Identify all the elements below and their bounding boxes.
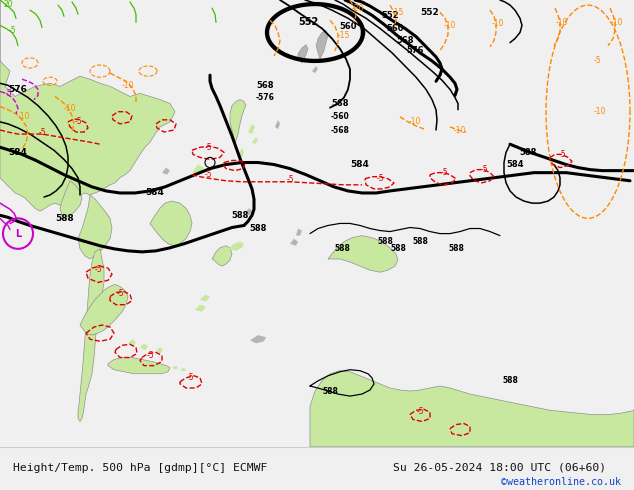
Polygon shape [212,246,232,266]
Polygon shape [230,99,246,144]
Text: 588: 588 [334,245,350,253]
Text: 568: 568 [396,36,414,45]
Text: -5: -5 [286,175,294,184]
Polygon shape [195,305,206,312]
Text: 584: 584 [146,189,164,197]
Polygon shape [192,165,204,175]
Text: 560: 560 [386,24,404,33]
Text: -5: -5 [593,56,601,66]
Text: -5: -5 [204,143,212,152]
Text: -5: -5 [146,351,154,360]
Polygon shape [180,368,186,372]
Text: -10: -10 [594,107,606,116]
Text: 588: 588 [412,237,428,246]
Text: 576: 576 [406,46,424,55]
Text: -560: -560 [330,112,349,122]
Text: 588: 588 [502,376,518,385]
Text: 568: 568 [331,99,349,108]
Text: -5: -5 [186,373,194,382]
Polygon shape [140,343,148,350]
Text: 588: 588 [322,387,338,395]
Polygon shape [275,120,280,129]
Text: -10: -10 [444,21,456,30]
Text: 584: 584 [9,148,27,157]
Text: -10: -10 [611,18,623,27]
Text: 588: 588 [377,237,393,246]
Text: -5: -5 [116,289,124,298]
Polygon shape [80,284,128,335]
Text: 552: 552 [298,17,318,27]
Text: -20: -20 [352,3,364,13]
Polygon shape [228,242,244,251]
Text: -5: -5 [94,265,102,273]
Polygon shape [150,201,192,246]
Text: -10: -10 [122,81,134,90]
Text: 588: 588 [249,224,267,233]
Text: -576: -576 [256,93,275,102]
Text: -5: -5 [416,407,424,416]
Text: 588: 588 [56,214,74,223]
Polygon shape [440,408,456,418]
Polygon shape [328,236,398,272]
Text: 588: 588 [519,148,537,157]
Text: L: L [15,229,21,239]
Polygon shape [252,137,258,144]
Text: 584: 584 [507,160,524,169]
Polygon shape [310,371,634,447]
Text: 560: 560 [339,22,357,31]
Text: -15: -15 [392,8,404,17]
Polygon shape [78,195,112,259]
Polygon shape [296,228,302,236]
Text: -5: -5 [376,174,384,183]
Text: -10: -10 [454,125,466,134]
Text: -5: -5 [8,26,16,35]
Text: -10: -10 [556,18,568,27]
Text: -5: -5 [440,168,448,177]
Polygon shape [245,208,253,215]
Text: 576: 576 [9,85,27,94]
Text: -5: -5 [4,89,12,98]
Polygon shape [200,294,210,302]
Text: 588: 588 [390,245,406,253]
Text: -15: -15 [338,31,350,40]
Text: -10: -10 [492,19,504,28]
Text: 552: 552 [381,11,399,20]
Polygon shape [172,366,178,369]
Polygon shape [312,66,318,73]
Polygon shape [316,30,328,59]
Polygon shape [60,181,82,219]
Polygon shape [156,347,163,353]
Text: -10: -10 [64,104,76,113]
Text: ©weatheronline.co.uk: ©weatheronline.co.uk [501,477,621,487]
Text: -10: -10 [409,118,421,126]
Polygon shape [128,339,136,346]
Text: 588: 588 [231,211,249,220]
Text: -5: -5 [38,127,46,137]
Polygon shape [248,124,255,134]
Text: 20: 20 [3,0,13,8]
Text: Su 26-05-2024 18:00 UTC (06+60): Su 26-05-2024 18:00 UTC (06+60) [393,463,606,472]
Polygon shape [78,249,104,421]
Polygon shape [290,239,298,246]
Polygon shape [0,0,175,211]
Text: 588: 588 [448,245,464,253]
Text: 568: 568 [256,81,274,90]
Text: Height/Temp. 500 hPa [gdmp][°C] ECMWF: Height/Temp. 500 hPa [gdmp][°C] ECMWF [13,463,267,472]
Text: 552: 552 [420,8,439,17]
Text: -5: -5 [204,170,212,179]
Text: 584: 584 [351,160,370,169]
Polygon shape [108,358,170,374]
Text: -5: -5 [74,118,82,126]
Text: -10: -10 [18,112,30,122]
Polygon shape [162,168,170,175]
Polygon shape [250,335,266,343]
Polygon shape [410,411,425,421]
Text: -5: -5 [480,165,488,174]
Polygon shape [238,148,244,157]
Text: -568: -568 [330,125,349,134]
Polygon shape [298,45,308,63]
Text: -5: -5 [558,150,566,159]
